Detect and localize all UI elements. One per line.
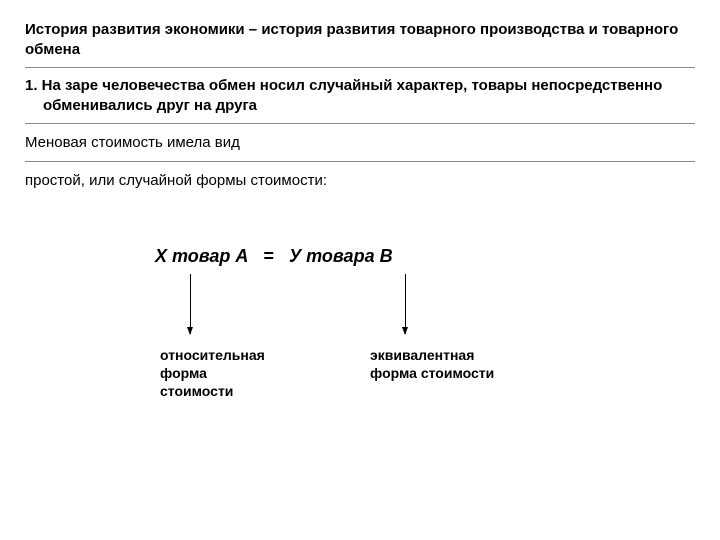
arrow-left (190, 274, 191, 334)
arrow-head-left (187, 327, 193, 335)
paragraph-1: Меновая стоимость имела вид (25, 132, 695, 153)
arrow-head-right (402, 327, 408, 335)
equation-left: Х товар А (155, 246, 248, 266)
divider-1 (25, 67, 695, 68)
equation-text: Х товар А = У товара В (155, 246, 393, 267)
equation-diagram: Х товар А = У товара В относительнаяформ… (25, 246, 695, 446)
arrow-line-left (190, 274, 191, 334)
arrow-right (405, 274, 406, 334)
equation-equals: = (263, 246, 274, 266)
divider-3 (25, 161, 695, 162)
divider-2 (25, 123, 695, 124)
equation-right: У товара В (289, 246, 393, 266)
label-right: эквивалентнаяформа стоимости (370, 346, 494, 382)
paragraph-2: простой, или случайной формы стоимости: (25, 170, 695, 191)
label-left: относительнаяформастоимости (160, 346, 265, 401)
page-title: История развития экономики – история раз… (25, 20, 695, 59)
arrow-line-right (405, 274, 406, 334)
numbered-item-1: 1. На заре человечества обмен носил случ… (25, 76, 695, 115)
